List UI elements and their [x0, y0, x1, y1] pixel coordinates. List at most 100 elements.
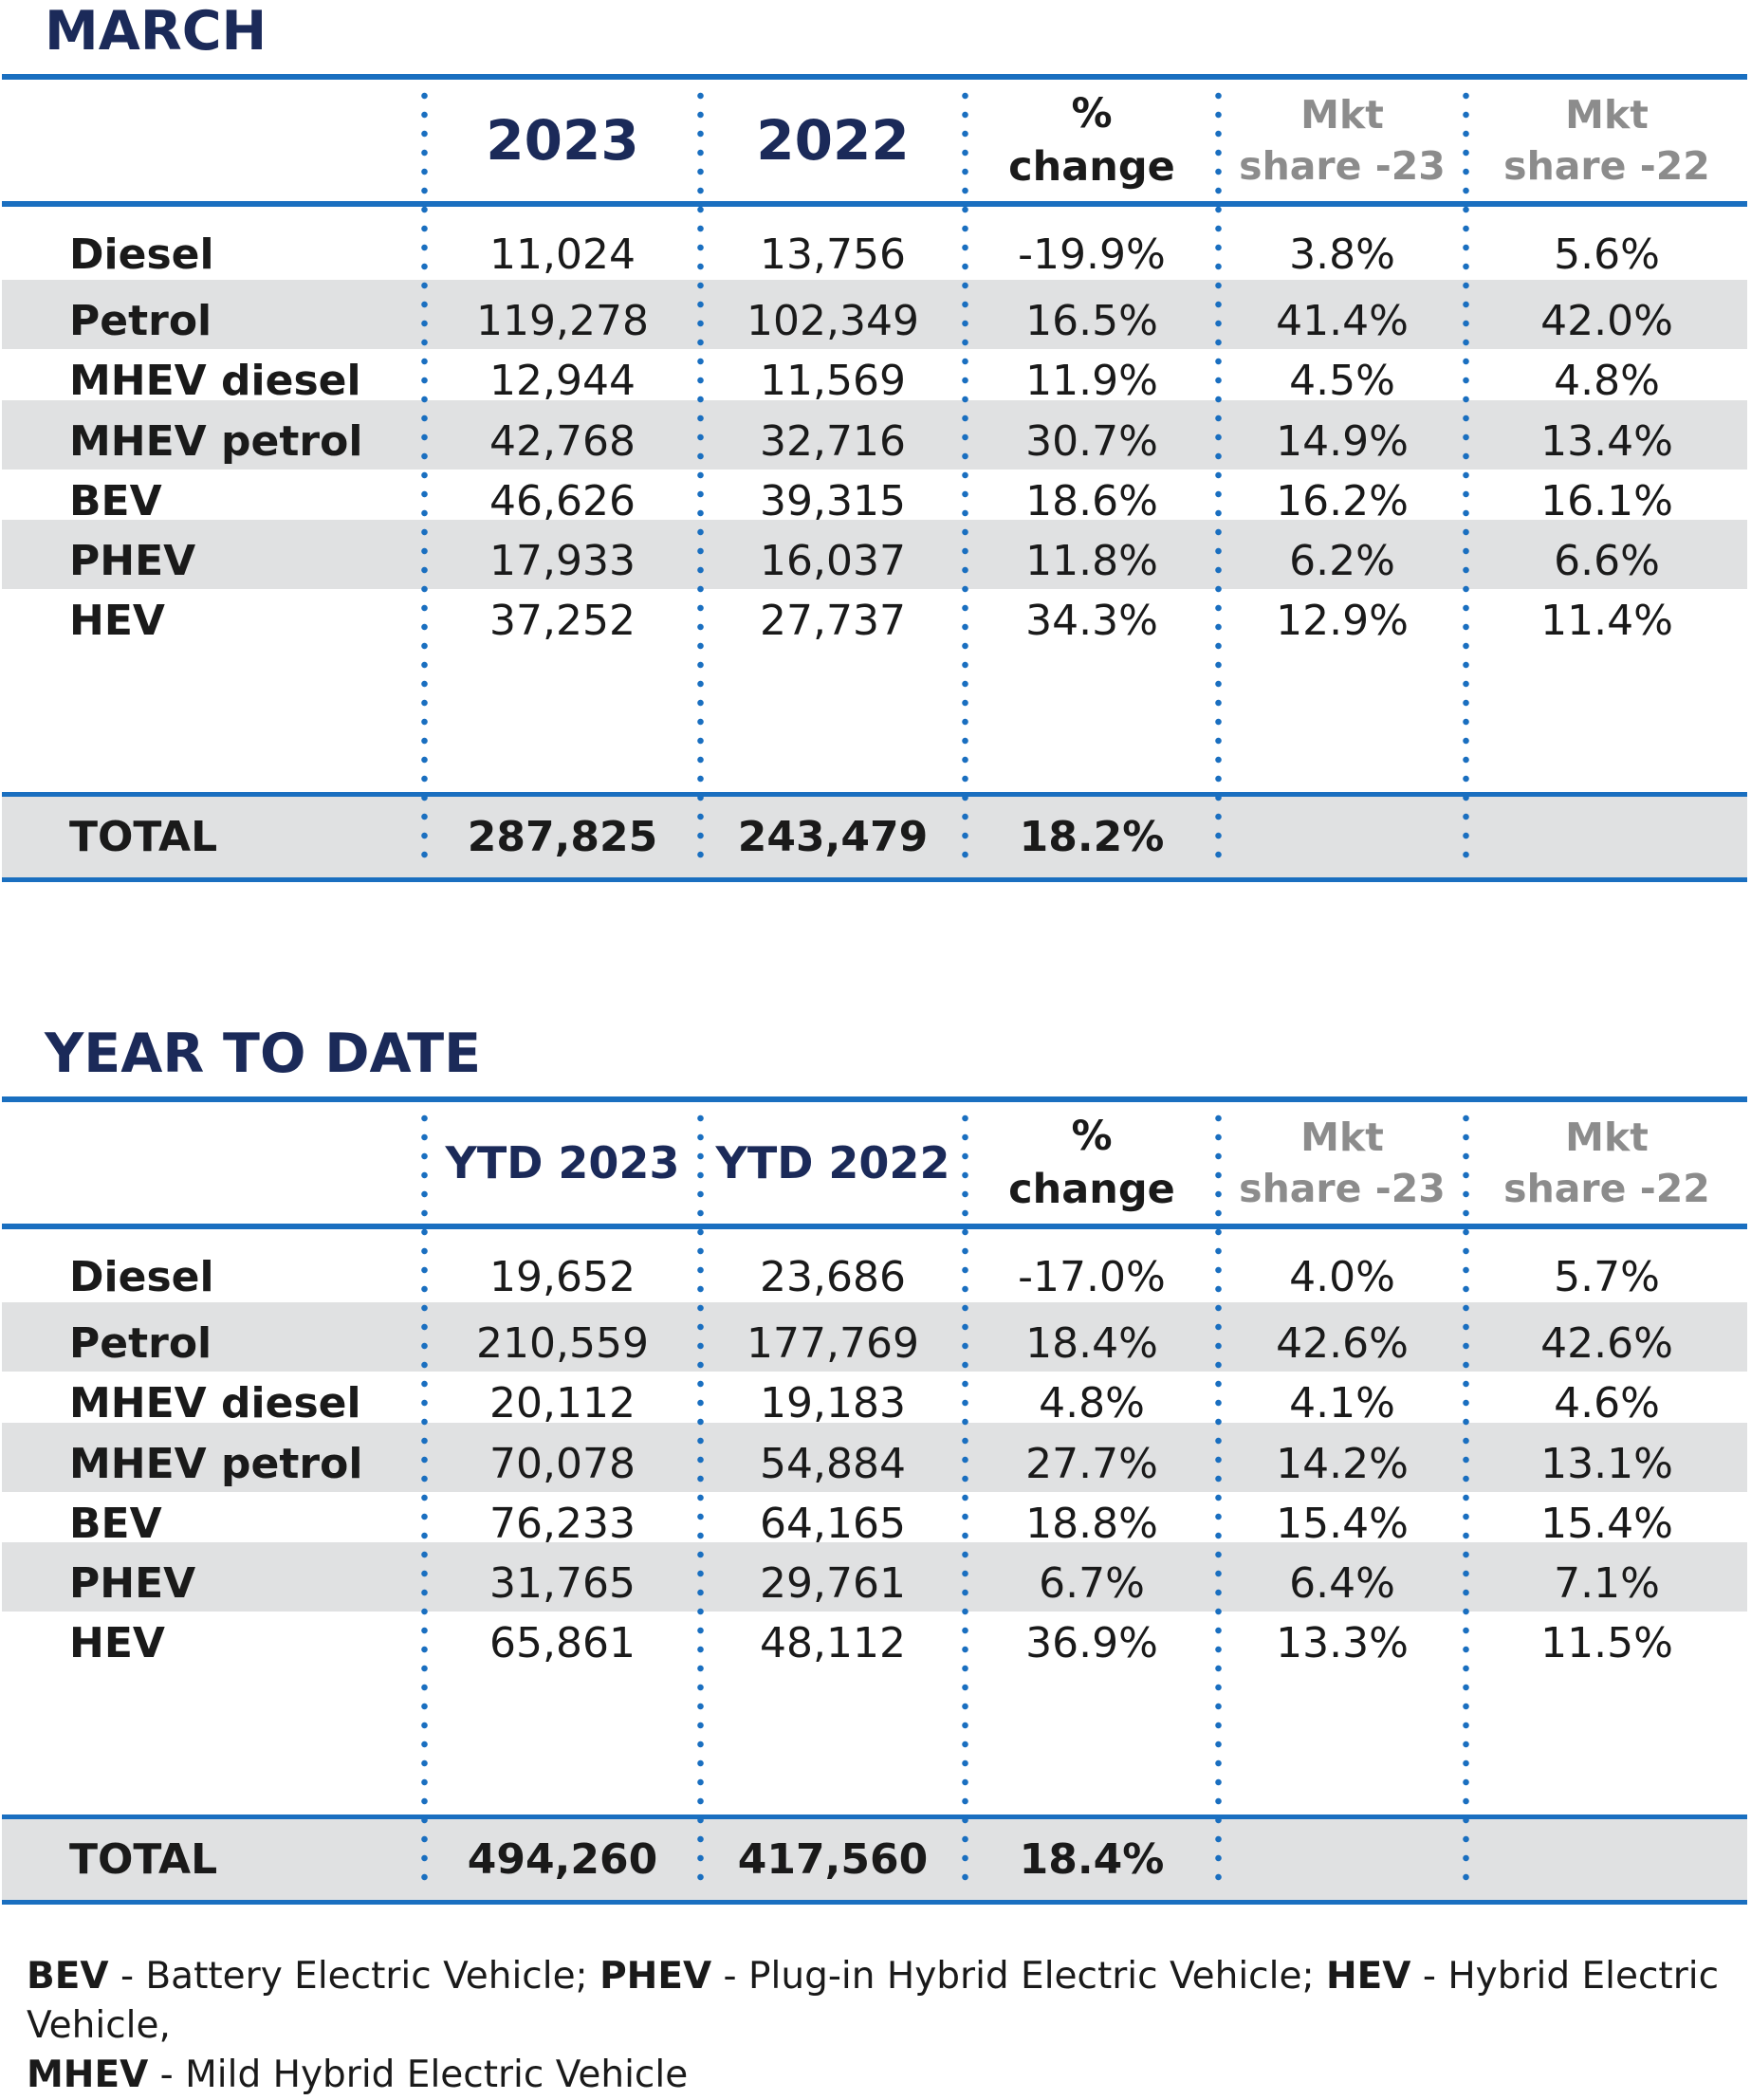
cell-previous-year: 54,884	[760, 1440, 906, 1488]
table-row: MHEV petrol 70,078 54,884 27.7% 14.2% 13.1%	[0, 1423, 1751, 1505]
row-band	[2, 1542, 1747, 1612]
column-divider	[1215, 1109, 1222, 1891]
cell-pct-change: 27.7%	[1025, 1440, 1158, 1488]
header-bottom-rule	[2, 1224, 1747, 1229]
cell-mkt-share-23: 4.5%	[1289, 357, 1395, 405]
cell-mkt-share-22: 4.8%	[1554, 357, 1660, 405]
cell-mkt-share-23: 3.8%	[1289, 230, 1395, 279]
column-divider	[421, 1109, 428, 1891]
header-bottom-rule	[2, 201, 1747, 207]
cell-pct-change: 16.5%	[1025, 297, 1158, 345]
row-band	[2, 1423, 1747, 1492]
header-change-word: change	[1008, 1166, 1175, 1213]
cell-mkt-share-23: 13.3%	[1276, 1619, 1409, 1667]
cell-mkt-share-23: 6.4%	[1289, 1559, 1395, 1608]
cell-pct-change: 30.7%	[1025, 417, 1158, 466]
cell-previous-year: 32,716	[760, 417, 906, 466]
header-mkt-share-23: Mkt share -23	[1222, 1102, 1463, 1224]
row-label: MHEV diesel	[69, 1379, 361, 1428]
row-label: HEV	[69, 597, 165, 645]
total-label: TOTAL	[69, 813, 218, 861]
cell-pct-change: 18.2%	[1019, 813, 1165, 861]
cell-mkt-share-23: 42.6%	[1276, 1319, 1409, 1368]
cell-pct-change: 34.3%	[1025, 597, 1158, 645]
row-label: MHEV petrol	[69, 1440, 363, 1488]
cell-pct-change: -19.9%	[1018, 230, 1166, 279]
row-label: Petrol	[69, 297, 212, 345]
row-label: BEV	[69, 477, 162, 525]
column-divider	[962, 86, 968, 869]
march-title: MARCH	[45, 0, 267, 63]
cell-mkt-share-22: 13.4%	[1540, 417, 1673, 466]
column-divider	[697, 1109, 704, 1891]
cell-pct-change: 18.8%	[1025, 1500, 1158, 1548]
cell-pct-change: 4.8%	[1039, 1379, 1145, 1428]
cell-mkt-share-23: 4.0%	[1289, 1253, 1395, 1301]
table-bottom-rule	[2, 877, 1747, 882]
column-divider	[1463, 86, 1469, 869]
abbr-hev-text: - Hybrid Electric Vehicle,	[27, 1955, 1720, 2047]
cell-previous-year: 48,112	[760, 1619, 906, 1667]
abbr-phev-text: - Plug-in Hybrid Electric Vehicle;	[711, 1955, 1326, 1998]
header-share-word: share -23	[1239, 143, 1446, 189]
cell-current-year: 20,112	[489, 1379, 636, 1428]
cell-previous-year: 243,479	[737, 813, 929, 861]
cell-current-year: 119,278	[476, 297, 649, 345]
total-row: TOTAL 494,260 417,560 18.4%	[0, 1819, 1751, 1900]
cell-previous-year: 39,315	[760, 477, 906, 525]
abbr-bev-text: - Battery Electric Vehicle;	[108, 1955, 600, 1998]
cell-current-year: 70,078	[489, 1440, 636, 1488]
cell-mkt-share-22: 15.4%	[1540, 1500, 1673, 1548]
column-divider	[1463, 1109, 1469, 1891]
row-label: MHEV petrol	[69, 417, 363, 466]
abbreviation-legend: BEV - Battery Electric Vehicle; PHEV - P…	[27, 1952, 1734, 2100]
table-row: MHEV petrol 42,768 32,716 30.7% 14.9% 13.4%	[0, 400, 1751, 483]
cell-mkt-share-22: 16.1%	[1540, 477, 1673, 525]
row-label: Petrol	[69, 1319, 212, 1368]
cell-previous-year: 19,183	[760, 1379, 906, 1428]
total-label: TOTAL	[69, 1835, 218, 1884]
table-row: PHEV 31,765 29,761 6.7% 6.4% 7.1%	[0, 1542, 1751, 1625]
cell-mkt-share-23: 4.1%	[1289, 1379, 1395, 1428]
row-label: PHEV	[69, 537, 196, 585]
cell-current-year: 42,768	[489, 417, 636, 466]
cell-current-year: 46,626	[489, 477, 636, 525]
table-row: PHEV 17,933 16,037 11.8% 6.2% 6.6%	[0, 520, 1751, 602]
cell-current-year: 494,260	[467, 1835, 658, 1884]
table-row: Petrol 210,559 177,769 18.4% 42.6% 42.6%	[0, 1302, 1751, 1385]
cell-current-year: 11,024	[489, 230, 636, 279]
cell-mkt-share-22: 42.6%	[1540, 1319, 1673, 1368]
cell-pct-change: 6.7%	[1039, 1559, 1145, 1608]
abbr-mhev-text: - Mild Hybrid Electric Vehicle	[148, 2054, 689, 2096]
row-band	[2, 280, 1747, 349]
column-divider	[421, 86, 428, 869]
cell-previous-year: 23,686	[760, 1253, 906, 1301]
row-band	[2, 1302, 1747, 1372]
header-2022: 2022	[756, 108, 910, 173]
cell-mkt-share-22: 5.6%	[1554, 230, 1660, 279]
cell-current-year: 65,861	[489, 1619, 636, 1667]
cell-current-year: 19,652	[489, 1253, 636, 1301]
header-mkt-share-22: Mkt share -22	[1469, 80, 1744, 201]
table-bottom-rule	[2, 1900, 1747, 1905]
cell-pct-change: 18.6%	[1025, 477, 1158, 525]
total-row: TOTAL 287,825 243,479 18.2%	[0, 797, 1751, 877]
abbr-phev: PHEV	[599, 1955, 712, 1998]
table-row: HEV 37,252 27,737 34.3% 12.9% 11.4%	[0, 580, 1751, 662]
header-2023: 2023	[486, 108, 639, 173]
cell-current-year: 37,252	[489, 597, 636, 645]
cell-pct-change: -17.0%	[1018, 1253, 1166, 1301]
cell-pct-change: 36.9%	[1025, 1619, 1158, 1667]
cell-mkt-share-22: 6.6%	[1554, 537, 1660, 585]
total-band	[2, 1819, 1747, 1900]
cell-previous-year: 177,769	[746, 1319, 919, 1368]
table-row: Diesel 11,024 13,756 -19.9% 3.8% 5.6%	[0, 213, 1751, 296]
header-share-word: share -23	[1239, 1166, 1446, 1211]
cell-current-year: 12,944	[489, 357, 636, 405]
table-top-rule	[2, 74, 1747, 80]
abbr-mhev: MHEV	[27, 2054, 149, 2096]
column-divider	[1215, 86, 1222, 869]
row-band	[2, 520, 1747, 589]
row-label: Diesel	[69, 230, 214, 279]
row-label: PHEV	[69, 1559, 196, 1608]
